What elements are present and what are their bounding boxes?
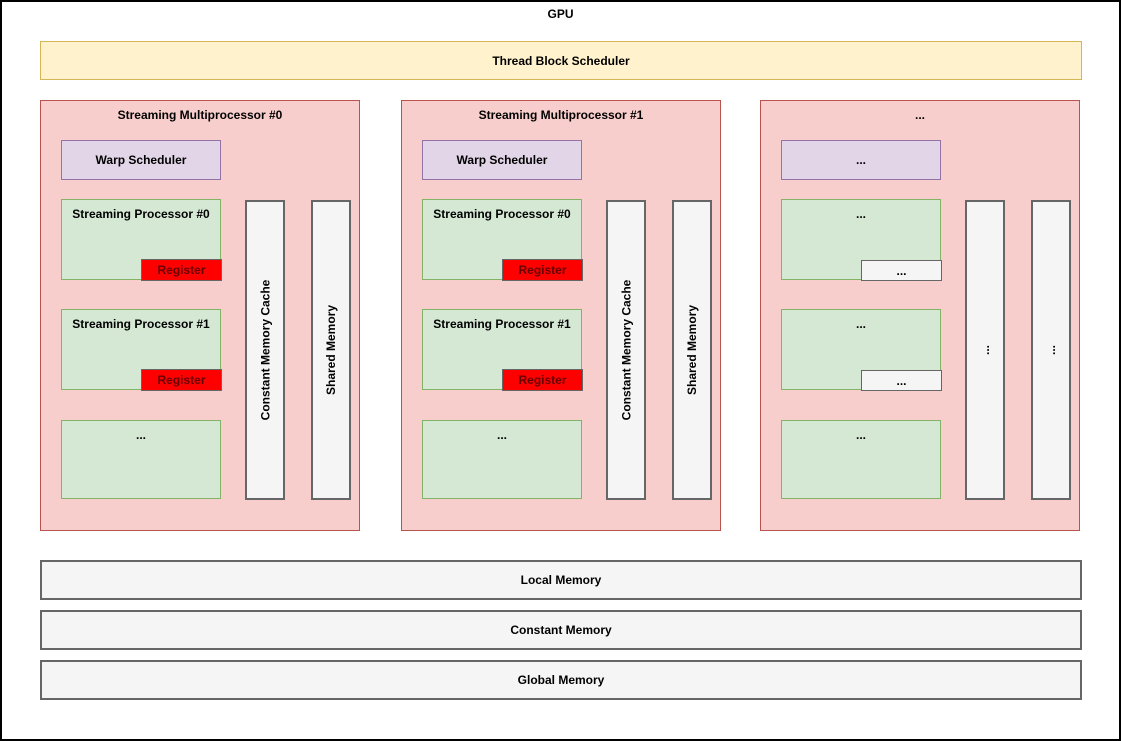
shared-memory: Shared Memory (672, 200, 712, 500)
register-label: ... (896, 263, 907, 278)
shared-memory-label: Shared Memory (685, 304, 699, 396)
register-box: Register (502, 259, 583, 281)
warp-scheduler: Warp Scheduler (61, 140, 221, 180)
constant-memory-cache: ... (965, 200, 1005, 500)
streaming-processor-more: ... (61, 420, 221, 499)
register-box: Register (141, 369, 222, 391)
streaming-processor-label: ... (855, 317, 866, 331)
sm-title: ... (914, 108, 925, 122)
streaming-processor-label: Streaming Processor #1 (72, 317, 210, 331)
warp-scheduler-label: Warp Scheduler (95, 153, 187, 167)
register-box: Register (502, 369, 583, 391)
register-label: Register (157, 263, 206, 277)
streaming-processor-0: ... ... (781, 199, 942, 281)
register-label: Register (518, 263, 567, 277)
register-label: ... (896, 373, 907, 388)
sm-title: Streaming Multiprocessor #1 (478, 108, 644, 122)
register-box: Register (141, 259, 222, 281)
streaming-processor-0: Streaming Processor #0 Register (422, 199, 583, 281)
streaming-processor-label: Streaming Processor #1 (433, 317, 571, 331)
sm-title: Streaming Multiprocessor #0 (117, 108, 283, 122)
streaming-processor-1: Streaming Processor #1 Register (422, 309, 583, 391)
warp-scheduler: ... (781, 140, 941, 180)
constant-memory-cache-label: Constant Memory Cache (258, 279, 273, 421)
gpu-title: GPU (547, 7, 574, 21)
register-label: Register (157, 373, 206, 387)
shared-memory-label: ... (1043, 344, 1058, 356)
warp-scheduler-label: ... (855, 153, 866, 167)
register-box: ... (861, 260, 942, 281)
global-memory: Global Memory (40, 660, 1082, 700)
local-memory: Local Memory (40, 560, 1082, 600)
constant-memory: Constant Memory (40, 610, 1082, 650)
streaming-processor-more: ... (422, 420, 582, 499)
streaming-processor-label: Streaming Processor #0 (72, 207, 210, 221)
streaming-processor-label: ... (855, 207, 866, 221)
constant-memory-cache: Constant Memory Cache (245, 200, 285, 500)
streaming-multiprocessor-1: Streaming Multiprocessor #1 Warp Schedul… (401, 100, 721, 531)
shared-memory: Shared Memory (311, 200, 351, 500)
thread-block-scheduler-label: Thread Block Scheduler (492, 53, 630, 68)
thread-block-scheduler: Thread Block Scheduler (40, 41, 1082, 80)
streaming-processor-0: Streaming Processor #0 Register (61, 199, 222, 281)
register-box: ... (861, 370, 942, 391)
streaming-processor-label: ... (496, 428, 507, 442)
constant-memory-cache: Constant Memory Cache (606, 200, 646, 500)
streaming-processor-1: ... ... (781, 309, 942, 391)
shared-memory-label: Shared Memory (324, 304, 338, 396)
streaming-processor-label: ... (135, 428, 146, 442)
streaming-multiprocessor-more: ... ... ... ... ... ... ... ... ... (760, 100, 1080, 531)
streaming-multiprocessor-0: Streaming Multiprocessor #0 Warp Schedul… (40, 100, 360, 531)
global-memory-label: Global Memory (517, 673, 605, 687)
streaming-processor-1: Streaming Processor #1 Register (61, 309, 222, 391)
streaming-processor-label: ... (855, 428, 866, 442)
constant-memory-label: Constant Memory (510, 623, 612, 637)
streaming-processor-label: Streaming Processor #0 (433, 207, 571, 221)
streaming-processor-more: ... (781, 420, 941, 499)
constant-memory-cache-label: ... (977, 344, 992, 356)
shared-memory: ... (1031, 200, 1071, 500)
constant-memory-cache-label: Constant Memory Cache (619, 279, 634, 421)
warp-scheduler-label: Warp Scheduler (456, 153, 548, 167)
register-label: Register (518, 373, 567, 387)
warp-scheduler: Warp Scheduler (422, 140, 582, 180)
local-memory-label: Local Memory (520, 573, 602, 587)
